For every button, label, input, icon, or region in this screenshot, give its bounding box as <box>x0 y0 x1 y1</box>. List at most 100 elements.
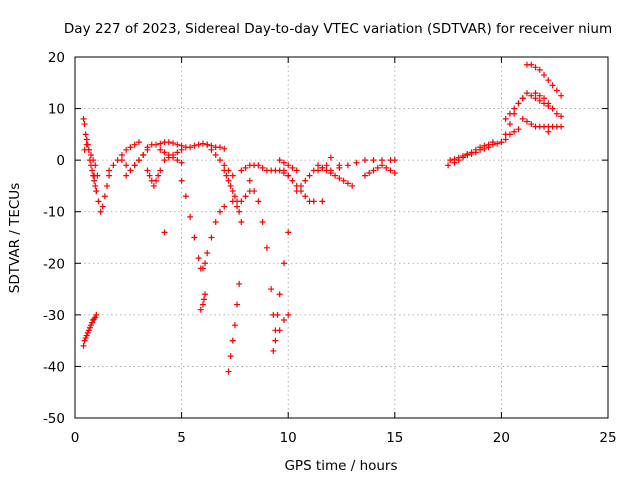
data-point <box>489 139 496 146</box>
data-point <box>255 198 262 205</box>
series-big-dip-1 <box>178 177 228 272</box>
data-point <box>195 141 202 148</box>
data-point <box>361 172 368 179</box>
data-point <box>374 164 381 171</box>
data-point <box>541 95 548 102</box>
data-point <box>297 182 304 189</box>
data-point <box>242 193 249 200</box>
data-point <box>506 121 513 128</box>
data-point <box>140 151 147 158</box>
data-point <box>541 72 548 79</box>
data-point <box>502 136 509 143</box>
data-point <box>370 167 377 174</box>
data-point <box>131 162 138 169</box>
data-point <box>276 327 283 334</box>
data-point <box>379 157 386 164</box>
y-tick-label: -40 <box>43 359 65 375</box>
data-point <box>280 167 287 174</box>
data-point <box>157 140 164 147</box>
data-point <box>170 151 177 158</box>
data-point <box>229 337 236 344</box>
data-point <box>234 301 241 308</box>
data-point <box>225 368 232 375</box>
data-point <box>336 164 343 171</box>
data-point <box>202 260 209 267</box>
data-point <box>174 157 181 164</box>
data-point <box>236 280 243 287</box>
data-point <box>223 172 230 179</box>
data-point <box>315 167 322 174</box>
data-point <box>532 90 539 97</box>
data-point <box>83 136 90 143</box>
data-point <box>276 157 283 164</box>
data-point <box>106 167 113 174</box>
data-point <box>80 342 87 349</box>
data-point <box>259 164 266 171</box>
data-point <box>289 177 296 184</box>
data-point <box>231 322 238 329</box>
data-point <box>451 156 458 163</box>
series-big-dip-2-low <box>270 311 292 354</box>
data-point <box>302 193 309 200</box>
data-point <box>221 162 228 169</box>
data-point <box>293 167 300 174</box>
data-point <box>545 77 552 84</box>
data-point <box>135 157 142 164</box>
data-point <box>511 128 518 135</box>
data-point <box>280 317 287 324</box>
data-point <box>536 97 543 104</box>
data-point <box>536 66 543 73</box>
data-point <box>234 203 241 210</box>
data-point <box>182 193 189 200</box>
data-point <box>549 105 556 112</box>
data-point <box>155 172 162 179</box>
data-point <box>216 144 223 151</box>
data-point <box>285 311 292 318</box>
series-arc-e <box>144 167 164 189</box>
series-arc-d <box>144 139 185 151</box>
grid <box>75 57 608 418</box>
data-point <box>361 157 368 164</box>
data-point <box>95 198 102 205</box>
data-point <box>485 141 492 148</box>
series-arc-h <box>204 141 236 179</box>
data-point <box>285 229 292 236</box>
series-big-dip-2 <box>246 177 292 334</box>
x-tick-label: 15 <box>386 430 403 446</box>
data-point <box>87 151 94 158</box>
data-point <box>353 159 360 166</box>
y-tick-label: 10 <box>48 102 65 118</box>
data-point <box>93 188 100 195</box>
data-point <box>270 347 277 354</box>
series-arc-n <box>327 157 398 174</box>
data-point <box>85 146 92 153</box>
data-point <box>494 140 501 147</box>
data-point <box>153 177 160 184</box>
data-point <box>191 234 198 241</box>
data-point <box>197 306 204 313</box>
data-point <box>170 140 177 147</box>
data-point <box>238 198 245 205</box>
data-point <box>472 146 479 153</box>
data-point <box>268 286 275 293</box>
x-tick-label: 0 <box>71 430 80 446</box>
data-point <box>118 157 125 164</box>
data-point <box>340 177 347 184</box>
data-point <box>202 291 209 298</box>
data-point <box>236 208 243 215</box>
data-point <box>187 213 194 220</box>
series-big-dip-1-low <box>197 291 209 313</box>
data-point <box>344 162 351 169</box>
data-point <box>82 131 89 138</box>
series-late-a <box>445 139 505 169</box>
data-point <box>91 177 98 184</box>
data-point <box>274 311 281 318</box>
series-late-h <box>498 126 522 146</box>
data-point <box>216 208 223 215</box>
data-point <box>229 172 236 179</box>
data-point <box>327 154 334 161</box>
data-point <box>302 177 309 184</box>
y-tick-label: 20 <box>48 50 65 66</box>
x-tick-label: 10 <box>280 430 297 446</box>
data-point <box>549 82 556 89</box>
